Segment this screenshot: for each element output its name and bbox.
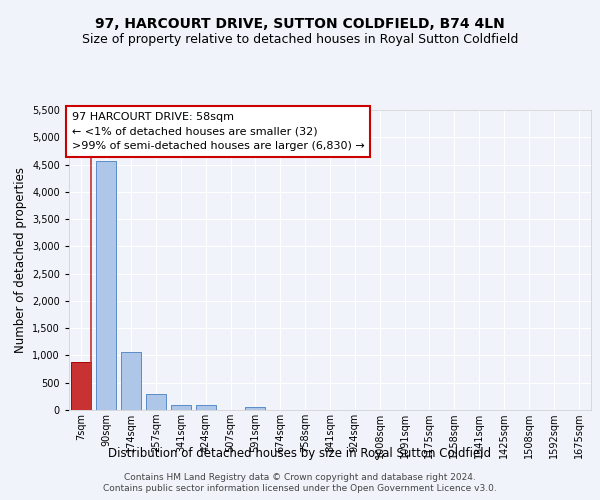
Text: Contains HM Land Registry data © Crown copyright and database right 2024.: Contains HM Land Registry data © Crown c… — [124, 472, 476, 482]
Bar — [146, 394, 166, 410]
Text: 97, HARCOURT DRIVE, SUTTON COLDFIELD, B74 4LN: 97, HARCOURT DRIVE, SUTTON COLDFIELD, B7… — [95, 18, 505, 32]
Bar — [71, 362, 91, 410]
Text: Contains public sector information licensed under the Open Government Licence v3: Contains public sector information licen… — [103, 484, 497, 493]
Y-axis label: Number of detached properties: Number of detached properties — [14, 167, 26, 353]
Bar — [97, 162, 116, 410]
Text: Distribution of detached houses by size in Royal Sutton Coldfield: Distribution of detached houses by size … — [109, 448, 491, 460]
Text: Size of property relative to detached houses in Royal Sutton Coldfield: Size of property relative to detached ho… — [82, 32, 518, 46]
Text: 97 HARCOURT DRIVE: 58sqm
← <1% of detached houses are smaller (32)
>99% of semi-: 97 HARCOURT DRIVE: 58sqm ← <1% of detach… — [71, 112, 364, 151]
Bar — [196, 405, 215, 410]
Bar — [245, 407, 265, 410]
Bar — [171, 405, 191, 410]
Bar — [121, 352, 141, 410]
